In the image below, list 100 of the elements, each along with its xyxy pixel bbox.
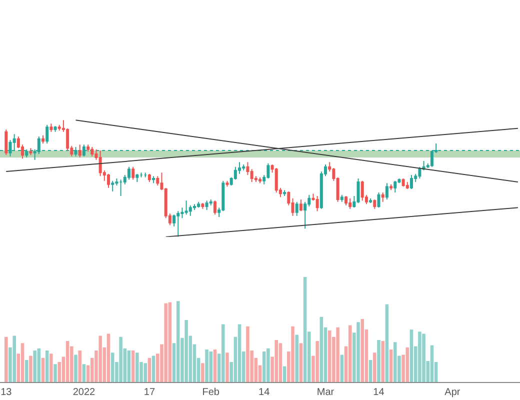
- candlestick: [188, 204, 192, 216]
- bar: [299, 343, 303, 382]
- bar: [144, 363, 147, 382]
- bar: [168, 302, 172, 382]
- candlestick: [205, 200, 208, 211]
- candlestick: [127, 166, 130, 180]
- x-tick-label: 14: [373, 387, 385, 398]
- bar: [418, 332, 422, 382]
- bar: [213, 349, 217, 382]
- bar: [282, 366, 286, 382]
- candlestick: [283, 190, 286, 197]
- x-tick-label: 14: [258, 387, 270, 398]
- bar: [356, 322, 360, 382]
- bar: [54, 364, 57, 382]
- bar: [33, 350, 36, 382]
- candlestick: [369, 198, 372, 204]
- candlestick: [394, 180, 397, 194]
- bar: [148, 358, 152, 382]
- bar: [381, 341, 384, 382]
- candlestick: [144, 172, 147, 178]
- bar: [209, 352, 212, 382]
- candlestick: [410, 174, 413, 190]
- bar: [152, 356, 156, 382]
- candlestick: [78, 144, 82, 158]
- bar: [406, 347, 410, 382]
- bar: [127, 350, 131, 382]
- candlestick: [226, 180, 229, 188]
- candlestick: [119, 179, 122, 197]
- candlestick: [406, 182, 409, 190]
- bar: [82, 364, 86, 382]
- bar: [422, 334, 426, 382]
- candlestick: [209, 199, 212, 206]
- candlestick: [390, 184, 393, 191]
- candlestick: [156, 176, 160, 186]
- bar: [98, 336, 102, 382]
- bar: [262, 352, 266, 382]
- bar: [12, 336, 16, 382]
- bar: [78, 350, 82, 382]
- bar: [29, 356, 32, 382]
- candlestick: [213, 200, 216, 216]
- bar: [348, 325, 352, 382]
- bar: [316, 341, 319, 382]
- candlestick: [50, 123, 53, 132]
- candlestick: [360, 180, 364, 202]
- bar: [66, 341, 70, 382]
- candlestick: [316, 196, 319, 212]
- bar: [393, 342, 397, 382]
- bar: [340, 354, 344, 382]
- bar: [389, 349, 393, 382]
- candlestick: [381, 192, 384, 202]
- bar: [106, 334, 110, 382]
- candlestick: [242, 164, 246, 171]
- candlestick: [29, 148, 32, 156]
- bar: [184, 320, 188, 382]
- bar: [131, 350, 135, 382]
- candlestick: [148, 173, 151, 183]
- candlestick: [140, 172, 143, 178]
- bar: [430, 345, 434, 382]
- candlestick: [152, 176, 156, 184]
- bar: [50, 354, 53, 382]
- bar: [303, 277, 307, 382]
- candlestick: [58, 124, 61, 132]
- bar: [24, 360, 28, 382]
- x-tick-label: Feb: [202, 387, 220, 398]
- bar: [291, 326, 294, 382]
- candlestick: [348, 198, 352, 210]
- bar: [205, 349, 208, 382]
- bar: [373, 352, 376, 382]
- bar: [201, 363, 204, 382]
- candlestick: [132, 166, 135, 180]
- candlestick: [299, 199, 302, 212]
- bar: [238, 324, 242, 382]
- candlestick: [373, 199, 376, 210]
- bar: [110, 352, 114, 382]
- bar: [164, 303, 168, 382]
- bar: [246, 326, 250, 382]
- bar: [410, 330, 414, 382]
- bar: [119, 336, 122, 382]
- bar: [336, 327, 340, 382]
- candlestick: [184, 200, 188, 216]
- candlestick: [385, 182, 388, 200]
- bar: [136, 352, 139, 382]
- candlestick: [274, 168, 278, 194]
- bar: [377, 340, 380, 382]
- candlestick: [197, 201, 200, 208]
- candlestick: [41, 134, 44, 144]
- bar: [176, 301, 180, 382]
- x-tick-label: 13: [0, 387, 12, 398]
- candlestick: [54, 126, 57, 132]
- candlestick: [402, 178, 405, 188]
- candlestick: [201, 202, 204, 210]
- bar: [4, 336, 8, 382]
- bar: [360, 319, 364, 382]
- candlestick: [295, 201, 298, 216]
- bar: [45, 350, 49, 382]
- candlestick: [176, 210, 180, 237]
- candlestick: [340, 194, 344, 202]
- x-tick-label: Apr: [444, 387, 461, 398]
- candlestick: [111, 180, 114, 192]
- bar: [20, 343, 24, 382]
